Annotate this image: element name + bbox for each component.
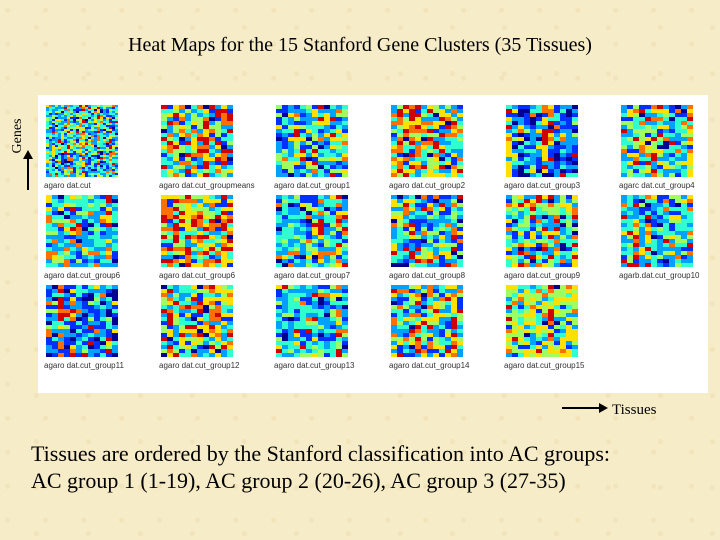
heatmap-label: agaro dat.cut_group13 bbox=[274, 361, 355, 370]
heatmap-label: agarb.dat.cut_group10 bbox=[619, 271, 700, 280]
heatmap-panel: agaro dat.cut agaro dat.cut_groupmeans aga… bbox=[38, 95, 708, 393]
heatmap-image bbox=[161, 105, 233, 177]
heatmap-cell: agaro dat.cut_group12 bbox=[155, 277, 265, 370]
heatmap-image bbox=[391, 195, 463, 267]
heatmap-cell: agaro dat.cut_group3 bbox=[500, 97, 610, 190]
heatmap-cell: agaro dat.cut_group8 bbox=[385, 187, 495, 280]
x-axis-label: Tissues bbox=[612, 402, 657, 418]
heatmap-cell: agaro dat.cut_group11 bbox=[40, 277, 150, 370]
heatmap-cell: agaro dat.cut bbox=[40, 97, 150, 190]
heatmap-image bbox=[621, 195, 693, 267]
heatmap-cell: agarc dat.cut_group4 bbox=[615, 97, 720, 190]
heatmap-image bbox=[621, 105, 693, 177]
heatmap-image bbox=[276, 195, 348, 267]
heatmap-cell: agaro dat.cut_group2 bbox=[385, 97, 495, 190]
heatmap-image bbox=[276, 285, 348, 357]
heatmap-label: agaro dat.cut_group11 bbox=[44, 361, 124, 370]
heatmap-cell: agaro dat.cut_group7 bbox=[270, 187, 380, 280]
heatmap-label: agaro dat.cut_group15 bbox=[504, 361, 585, 370]
heatmap-label: agaro dat.cut_group7 bbox=[274, 271, 351, 280]
heatmap-label: agaro dat.cut_group6 bbox=[159, 271, 236, 280]
heatmap-image bbox=[506, 285, 578, 357]
heatmap-label: agaro dat.cut_group6 bbox=[44, 271, 121, 280]
caption-line-2: AC group 1 (1-19), AC group 2 (20-26), A… bbox=[31, 468, 566, 493]
heatmap-label: agaro dat.cut_group9 bbox=[504, 271, 581, 280]
heatmap-image bbox=[391, 105, 463, 177]
heatmap-label: agaro dat.cut_groupmeans bbox=[159, 181, 255, 190]
heatmap-image bbox=[391, 285, 463, 357]
heatmap-label: agaro dat.cut_group2 bbox=[389, 181, 466, 190]
heatmap-image bbox=[46, 105, 118, 177]
heatmap-image bbox=[506, 105, 578, 177]
slide-title: Heat Maps for the 15 Stanford Gene Clust… bbox=[128, 34, 592, 56]
heatmap-label: agaro dat.cut_group12 bbox=[159, 361, 240, 370]
caption-line-1: Tissues are ordered by the Stanford clas… bbox=[31, 441, 611, 466]
heatmap-cell: agaro dat.cut_group14 bbox=[385, 277, 495, 370]
heatmap-cell: agaro dat.cut_group15 bbox=[500, 277, 610, 370]
heatmap-image bbox=[161, 285, 233, 357]
heatmap-cell: agaro dat.cut_group13 bbox=[270, 277, 380, 370]
heatmap-cell: agaro dat.cut_group9 bbox=[500, 187, 610, 280]
heatmap-cell: agaro dat.cut_group6 bbox=[155, 187, 265, 280]
heatmap-image bbox=[46, 285, 118, 357]
heatmap-image bbox=[276, 105, 348, 177]
heatmap-label: agaro dat.cut_group1 bbox=[274, 181, 351, 190]
heatmap-image bbox=[161, 195, 233, 267]
heatmap-cell: agaro dat.cut_groupmeans bbox=[155, 97, 265, 190]
up-arrow-icon bbox=[23, 150, 33, 190]
heatmap-label: agaro dat.cut_group3 bbox=[504, 181, 581, 190]
heatmap-image bbox=[506, 195, 578, 267]
heatmap-label: agarc dat.cut_group4 bbox=[619, 181, 695, 190]
heatmap-cell: agarb.dat.cut_group10 bbox=[615, 187, 720, 280]
heatmap-label: agaro dat.cut_group8 bbox=[389, 271, 466, 280]
right-arrow-icon bbox=[562, 403, 608, 413]
heatmap-label: agaro dat.cut_group14 bbox=[389, 361, 470, 370]
heatmap-cell: agaro dat.cut_group1 bbox=[270, 97, 380, 190]
caption: Tissues are ordered by the Stanford clas… bbox=[31, 440, 711, 494]
heatmap-cell: agaro dat.cut_group6 bbox=[40, 187, 150, 280]
heatmap-image bbox=[46, 195, 118, 267]
heatmap-label: agaro dat.cut bbox=[44, 181, 91, 190]
